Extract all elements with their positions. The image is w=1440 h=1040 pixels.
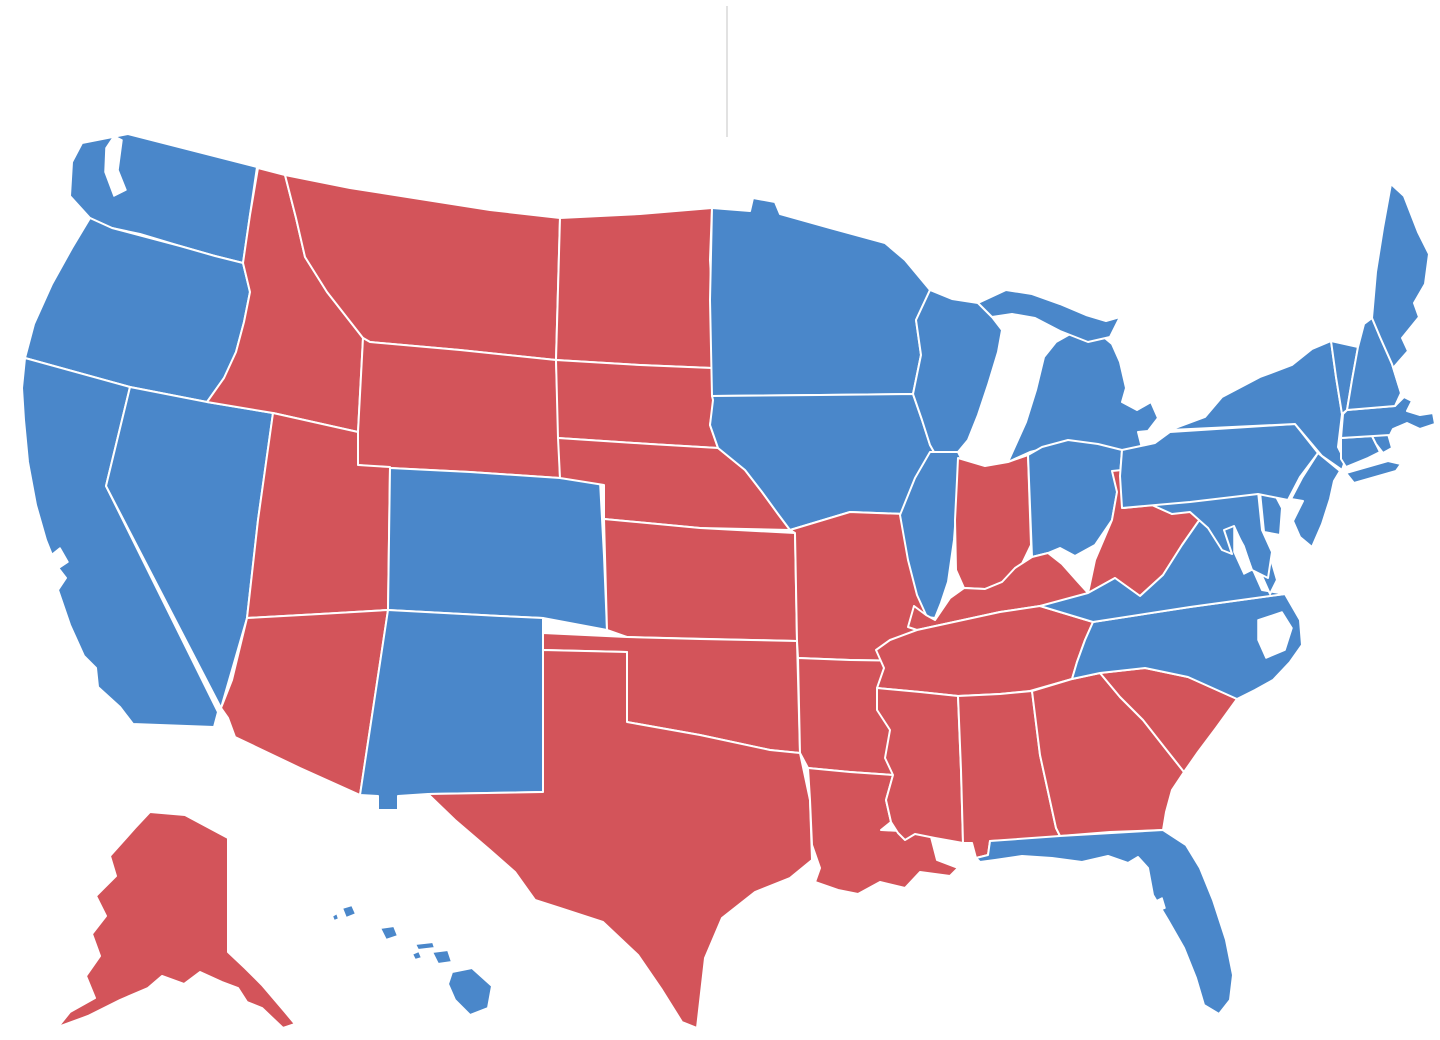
water-layer (49, 135, 1293, 912)
puget-sound-water (104, 135, 127, 197)
state-hawaii-maui[interactable] (431, 949, 453, 965)
state-massachusetts[interactable] (1340, 396, 1436, 439)
state-hawaii-lanai[interactable] (411, 950, 423, 961)
state-hawaii-big-island[interactable] (447, 967, 493, 1016)
state-texas[interactable] (427, 649, 813, 1029)
state-hawaii-oahu[interactable] (379, 925, 399, 941)
state-minnesota[interactable] (709, 197, 931, 397)
tampa-bay-water (1153, 897, 1166, 912)
state-michigan-upper-peninsula[interactable] (977, 289, 1121, 343)
state-colorado[interactable] (387, 467, 608, 631)
state-new-jersey[interactable] (1290, 452, 1341, 548)
state-maine[interactable] (1371, 183, 1430, 394)
states-layer (21, 133, 1436, 1029)
divider-line (726, 6, 728, 137)
state-hawaii-molokai[interactable] (414, 941, 436, 951)
chesapeake-bay-water (1233, 527, 1253, 575)
state-wyoming[interactable] (357, 337, 561, 479)
san-francisco-bay-water (49, 547, 69, 571)
state-california[interactable] (21, 357, 219, 728)
state-north-carolina[interactable] (1071, 593, 1303, 700)
pamlico-sound-water (1257, 611, 1293, 659)
state-mississippi[interactable] (876, 687, 964, 844)
state-kansas[interactable] (603, 518, 798, 642)
state-arizona[interactable] (220, 609, 389, 796)
state-new-york-long-island[interactable] (1345, 460, 1402, 484)
state-south-dakota[interactable] (555, 359, 719, 449)
state-florida[interactable] (975, 829, 1234, 1015)
state-new-mexico[interactable] (359, 609, 544, 811)
state-north-dakota[interactable] (555, 207, 714, 369)
state-hawaii-niihau[interactable] (331, 912, 340, 922)
state-hawaii-kauai[interactable] (341, 904, 357, 919)
state-alaska[interactable] (57, 811, 296, 1029)
state-pennsylvania[interactable] (1119, 423, 1319, 509)
